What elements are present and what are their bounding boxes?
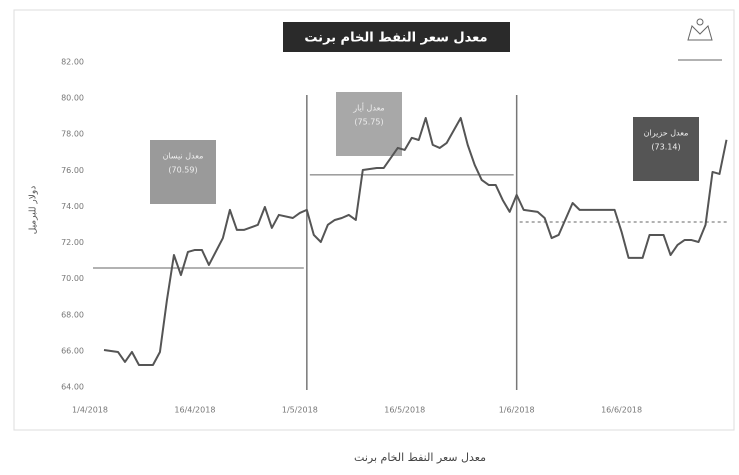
title-box [283,22,510,52]
y-tick-label: 82.00 [61,58,84,67]
logo [678,18,722,61]
caption: معدل سعر النفط الخام برنت [354,451,486,464]
average-box-value: (75.75) [354,118,383,127]
x-tick-label: 1/5/2018 [282,406,318,415]
average-box-value: (70.59) [168,166,197,175]
y-tick-label: 76.00 [61,166,84,175]
y-tick-label: 64.00 [61,383,84,392]
x-tick-label: 16/6/2018 [601,406,642,415]
average-box-name: معدل نيسان [163,152,204,161]
x-tick-label: 16/4/2018 [174,406,215,415]
y-tick-label: 74.00 [61,202,84,211]
average-box [150,140,216,204]
frame [13,9,735,431]
average-box-name: معدل أيار [352,103,384,113]
average-box-value: (73.14) [651,143,680,152]
x-tick-label: 1/4/2018 [72,406,108,415]
average-box [633,117,699,181]
average-box-name: معدل حزيران [644,129,689,138]
y-tick-label: 70.00 [61,274,84,283]
chart-title: معدل سعر النفط الخام برنت [304,31,487,46]
average-box [336,92,402,156]
x-tick-label: 16/5/2018 [384,406,425,415]
y-tick-label: 78.00 [61,130,84,139]
x-tick-label: 1/6/2018 [499,406,535,415]
y-tick-label: 68.00 [61,310,84,319]
y-axis-label: دولار للبرميل [29,186,39,234]
y-tick-label: 72.00 [61,238,84,247]
y-tick-label: 66.00 [61,346,84,355]
price-line [103,116,728,366]
y-tick-label: 80.00 [61,94,84,103]
